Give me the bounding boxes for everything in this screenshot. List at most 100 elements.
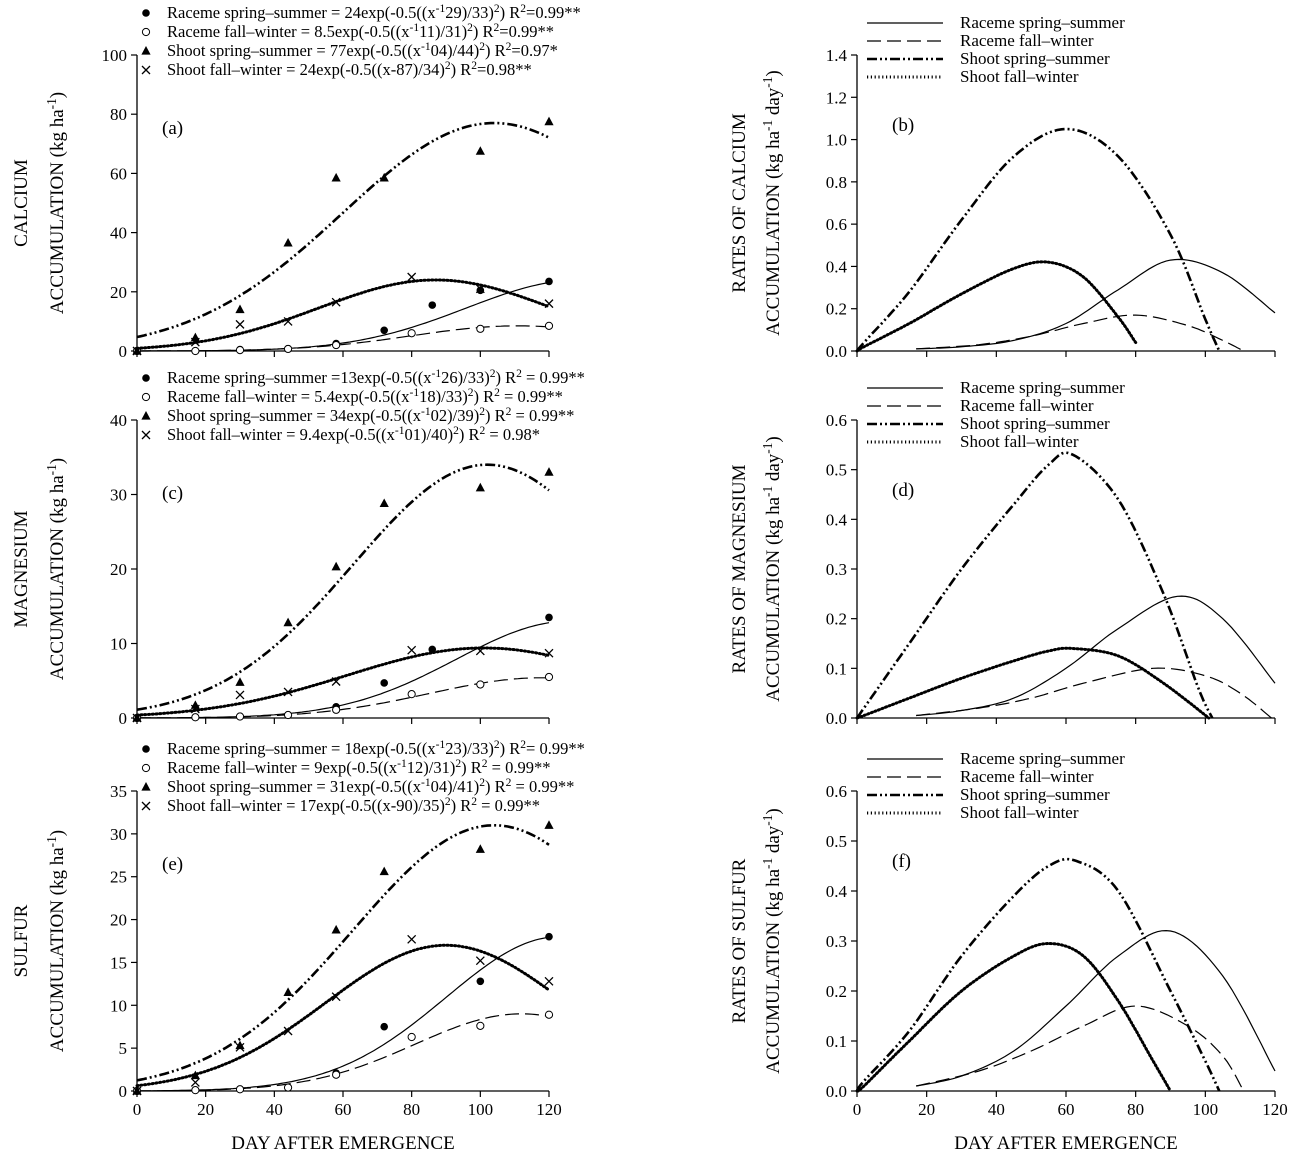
- panel-label-a: (a): [162, 118, 183, 139]
- legend-entry-d: Shoot spring–summer: [960, 414, 1110, 433]
- data-point-a: [544, 116, 554, 126]
- y-tick-label-e: 5: [119, 1039, 128, 1058]
- data-point-c: [545, 613, 553, 622]
- series-line-e: [136, 823, 550, 1082]
- series-line-f: [916, 1005, 1245, 1092]
- legend-entry-d: Shoot fall–winter: [960, 432, 1079, 451]
- y-tick-label-c: 30: [110, 486, 127, 505]
- y-tick-label-e: 25: [110, 868, 127, 887]
- panel-label-f: (f): [892, 851, 911, 872]
- legend-entry-f: Raceme spring–summer: [960, 749, 1125, 768]
- legend-entry-b: Raceme spring–summer: [960, 13, 1125, 32]
- data-point-e: [191, 1086, 200, 1095]
- y-tick-label-d: 0.4: [826, 510, 848, 529]
- data-point-a: [407, 272, 417, 282]
- y-tick-label-f: 0.4: [826, 882, 848, 901]
- series-f-1: [916, 1005, 1245, 1092]
- data-point-c: [544, 467, 554, 476]
- legend-marker-e: [142, 745, 150, 753]
- series-f-0: [916, 929, 1276, 1087]
- legend-e: Raceme spring–summer = 18exp(-0.5((x-123…: [141, 739, 585, 815]
- y-tick-label-a: 0: [119, 342, 128, 361]
- panel-a: 0 20 40 60 80 100 CALCIUM ACCUMULATION (kg ha-1…: [11, 3, 581, 361]
- panel-label-c: (c): [162, 483, 183, 504]
- x-tick-label-e: 20: [197, 1100, 214, 1119]
- y-tick-label-a: 40: [110, 224, 127, 243]
- data-point-e: [331, 992, 341, 1002]
- data-point-e: [283, 1083, 293, 1092]
- y-tick-label-b: 0.8: [826, 173, 847, 192]
- y-tick-label-b: 1.0: [826, 131, 847, 150]
- panel-c: 0 10 20 30 40 MAGNESIUM ACCUMULATION (kg ha-1)…: [11, 368, 585, 728]
- legend-entry-a: Raceme spring–summer = 24exp(-0.5((x-129…: [167, 3, 581, 22]
- series-a-2: [132, 116, 554, 355]
- series-c-3: [132, 645, 554, 723]
- legend-entry-e: Shoot spring–summer = 31exp(-0.5((x-104)…: [167, 777, 574, 796]
- data-point-e: [332, 1070, 341, 1079]
- data-point-c: [379, 498, 389, 508]
- series-line-b: [916, 314, 1244, 352]
- data-point-a: [544, 299, 554, 309]
- series-line-f: [855, 941, 1172, 1093]
- y-axis-title-d: RATES OF MAGNESIUM: [729, 464, 750, 673]
- x-axis-label-e: DAY AFTER EMERGENCE: [231, 1133, 454, 1154]
- series-e-3: [132, 934, 554, 1096]
- y-tick-label-d: 0.2: [826, 610, 847, 629]
- legend-marker-a: [141, 46, 151, 55]
- data-point-a: [407, 329, 416, 338]
- x-tick-label-f: 100: [1193, 1100, 1219, 1119]
- y-tick-label-f: 0.3: [826, 932, 847, 951]
- legend-a: Raceme spring–summer = 24exp(-0.5((x-129…: [141, 3, 581, 79]
- y-tick-label-c: 0: [119, 709, 128, 728]
- y-axis-label-f: ACCUMULATION (kg ha-1 day-1): [760, 808, 785, 1073]
- y-tick-label-f: 0.1: [826, 1032, 847, 1051]
- legend-entry-e: Raceme spring–summer = 18exp(-0.5((x-123…: [167, 739, 585, 758]
- data-point-e: [475, 956, 485, 966]
- series-d-3: [855, 646, 1211, 720]
- legend-entry-a: Shoot spring–summer = 77exp(-0.5((x-104)…: [167, 41, 558, 60]
- series-a-3: [132, 272, 554, 356]
- y-tick-label-b: 1.2: [826, 88, 847, 107]
- y-axis-title-e: SULFUR: [11, 904, 32, 977]
- legend-entry-f: Shoot spring–summer: [960, 785, 1110, 804]
- series-f-2: [855, 857, 1221, 1092]
- series-d-2: [855, 451, 1214, 719]
- y-tick-label-c: 20: [110, 560, 127, 579]
- data-point-e: [380, 1022, 389, 1031]
- data-point-a: [132, 346, 142, 356]
- data-point-a: [331, 297, 341, 307]
- legend-entry-d: Raceme spring–summer: [960, 378, 1125, 397]
- series-line-e: [137, 1013, 550, 1092]
- x-tick-label-e: 40: [266, 1100, 283, 1119]
- series-f-3: [855, 941, 1172, 1093]
- y-tick-label-e: 35: [110, 782, 127, 801]
- y-tick-label-c: 40: [110, 411, 127, 430]
- data-point-e: [379, 866, 389, 876]
- legend-marker-c: [141, 392, 151, 402]
- y-tick-label-b: 1.4: [826, 46, 848, 65]
- series-line-a: [135, 278, 551, 350]
- series-line-b: [916, 258, 1276, 350]
- data-point-e: [475, 844, 485, 853]
- data-point-e: [476, 977, 485, 986]
- panel-label-e: (e): [162, 854, 183, 875]
- data-point-a: [475, 146, 485, 155]
- series-d-0: [916, 595, 1276, 717]
- data-point-e: [544, 976, 554, 986]
- data-point-a: [476, 324, 485, 333]
- legend-entry-e: Raceme fall–winter = 9exp(-0.5((x-112)/3…: [167, 758, 550, 777]
- legend-entry-f: Shoot fall–winter: [960, 803, 1079, 822]
- legend-marker-a: [141, 65, 151, 75]
- series-b-0: [916, 258, 1276, 350]
- legend-marker-a: [141, 27, 151, 37]
- series-d-1: [916, 667, 1272, 719]
- data-point-e: [235, 1085, 245, 1094]
- data-point-c: [235, 677, 245, 686]
- data-point-e: [544, 1010, 554, 1019]
- data-point-a: [380, 326, 389, 335]
- data-point-e: [407, 934, 417, 944]
- panel-f: 0.0 0.1 0.2 0.3 0.4 0.5 0.6 0 20 40 60 80 100 120 DAY …: [729, 749, 1288, 1154]
- y-tick-label-a: 80: [110, 105, 127, 124]
- data-point-e: [283, 1026, 293, 1036]
